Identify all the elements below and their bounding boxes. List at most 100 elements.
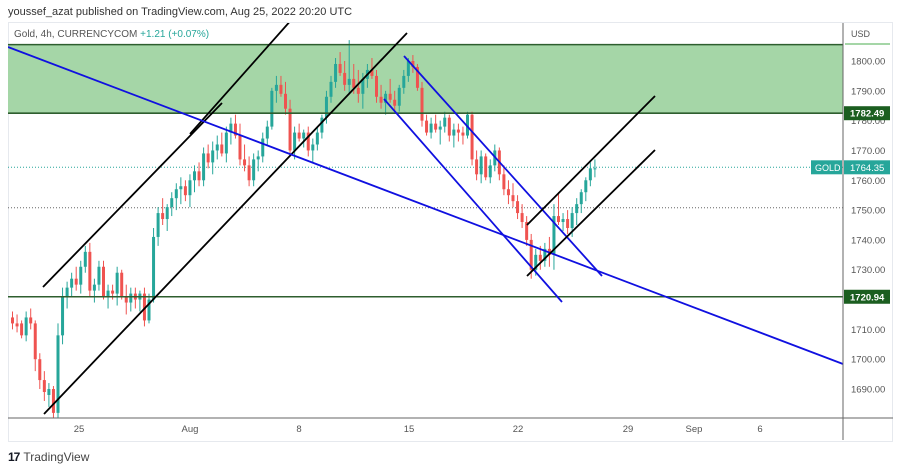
candle[interactable] (338, 52, 342, 76)
candle[interactable] (356, 69, 360, 103)
candle[interactable] (88, 242, 92, 297)
channel-line[interactable] (403, 55, 603, 277)
candle[interactable] (397, 84, 401, 112)
candle[interactable] (479, 150, 483, 184)
candle[interactable] (279, 75, 283, 97)
candle[interactable] (188, 174, 192, 208)
candle[interactable] (566, 210, 570, 234)
price-axis[interactable]: USD 1800.00 1790.00 1780.00 1770.00 1760.00 17… (844, 29, 890, 396)
candle[interactable] (484, 153, 488, 181)
candle[interactable] (156, 207, 160, 246)
candle[interactable] (33, 320, 37, 372)
candle[interactable] (411, 55, 415, 73)
candle[interactable] (133, 287, 137, 309)
candle[interactable] (525, 216, 529, 246)
candle[interactable] (70, 272, 74, 297)
candle[interactable] (334, 58, 338, 88)
candle[interactable] (502, 165, 506, 196)
candle[interactable] (165, 204, 169, 231)
candle[interactable] (375, 69, 378, 103)
candle[interactable] (179, 177, 183, 205)
candle[interactable] (584, 177, 588, 202)
candle[interactable] (284, 81, 287, 115)
candle[interactable] (193, 165, 196, 193)
candle[interactable] (466, 111, 469, 139)
candle[interactable] (274, 75, 278, 103)
time-axis[interactable]: 25 Aug 8 15 22 29 Sep 6 (74, 424, 763, 435)
candle[interactable] (47, 383, 51, 407)
channel-line[interactable] (526, 95, 656, 226)
candle[interactable] (247, 156, 251, 187)
candle[interactable] (520, 204, 524, 228)
candle[interactable] (220, 132, 224, 157)
candle[interactable] (211, 141, 215, 175)
tradingview-logo-icon[interactable]: 17 (8, 450, 20, 464)
candle[interactable] (265, 120, 269, 145)
trend-line[interactable] (189, 18, 293, 135)
candle[interactable] (579, 189, 583, 214)
candle[interactable] (206, 144, 210, 169)
channel-line[interactable] (43, 32, 408, 415)
candle[interactable] (425, 114, 429, 136)
candle[interactable] (306, 126, 310, 157)
candle[interactable] (506, 180, 510, 205)
candle[interactable] (470, 111, 474, 166)
channel-line[interactable] (383, 98, 563, 303)
candle[interactable] (120, 269, 124, 300)
candle[interactable] (152, 227, 156, 303)
candle[interactable] (261, 132, 265, 163)
candle[interactable] (215, 135, 219, 160)
candle[interactable] (233, 114, 237, 139)
candle[interactable] (320, 114, 324, 139)
candle[interactable] (270, 87, 274, 130)
candle[interactable] (297, 123, 301, 142)
candle[interactable] (161, 198, 165, 226)
candle[interactable] (429, 117, 433, 139)
candle[interactable] (15, 314, 19, 333)
candle[interactable] (238, 123, 242, 166)
candle[interactable] (343, 61, 347, 91)
candle[interactable] (142, 287, 146, 327)
candle[interactable] (83, 245, 87, 273)
candle[interactable] (384, 90, 388, 115)
candle[interactable] (315, 126, 319, 151)
candle[interactable] (311, 138, 315, 163)
candle[interactable] (420, 81, 424, 127)
candle[interactable] (593, 159, 597, 178)
candle[interactable] (147, 293, 151, 324)
candle[interactable] (224, 126, 228, 163)
candle[interactable] (92, 278, 96, 303)
candle[interactable] (51, 386, 55, 419)
candle[interactable] (38, 353, 42, 390)
candle[interactable] (197, 162, 201, 187)
candle[interactable] (65, 281, 69, 309)
candle[interactable] (557, 192, 560, 226)
candle[interactable] (461, 126, 465, 145)
candle[interactable] (452, 123, 456, 148)
candle[interactable] (97, 260, 101, 291)
candle[interactable] (388, 78, 392, 103)
candle[interactable] (115, 266, 119, 306)
candle[interactable] (543, 242, 547, 267)
candle[interactable] (393, 90, 397, 112)
candle[interactable] (102, 260, 105, 300)
candle[interactable] (20, 320, 24, 339)
candle[interactable] (129, 287, 133, 312)
candle[interactable] (415, 63, 419, 91)
candle[interactable] (293, 126, 297, 160)
candle[interactable] (79, 260, 83, 294)
candle[interactable] (256, 150, 260, 172)
candle[interactable] (74, 266, 78, 291)
candle[interactable] (379, 84, 383, 109)
candle[interactable] (24, 311, 28, 342)
candle[interactable] (243, 144, 247, 172)
candle[interactable] (456, 123, 460, 142)
candle[interactable] (56, 323, 60, 418)
tradingview-brand[interactable]: TradingView (23, 450, 90, 464)
candle[interactable] (588, 162, 592, 187)
candle[interactable] (575, 198, 579, 226)
candle[interactable] (347, 40, 351, 94)
candle[interactable] (138, 290, 142, 312)
candle[interactable] (29, 308, 33, 330)
